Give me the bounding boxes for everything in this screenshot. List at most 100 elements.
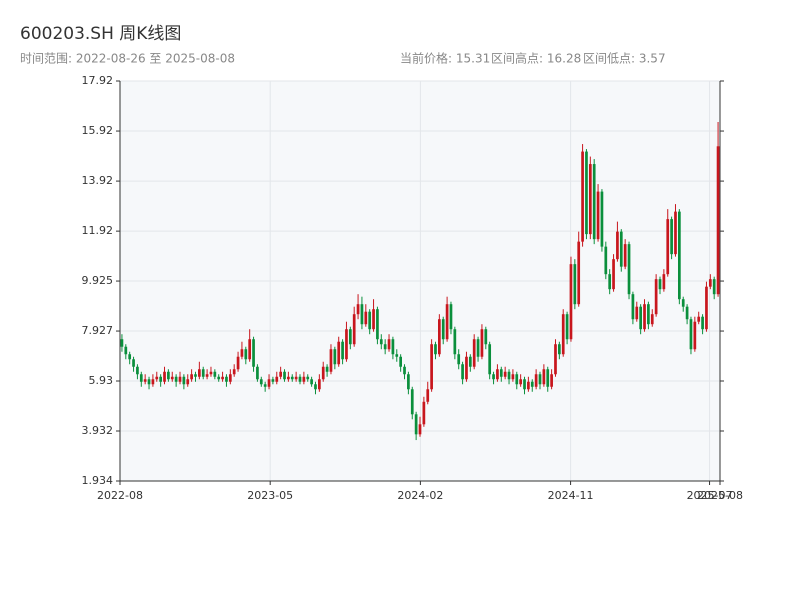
candle-body [194, 374, 197, 377]
candle-body [693, 321, 697, 350]
candle-body [337, 341, 341, 365]
candle-body [407, 374, 410, 390]
candle-body [139, 374, 143, 382]
candle-body [453, 329, 457, 355]
candle-body [283, 371, 286, 380]
candle-body [461, 364, 464, 380]
candle-body [290, 376, 294, 380]
candle-body [259, 379, 263, 385]
candle-body [511, 374, 515, 380]
candle-body [712, 279, 716, 295]
candle-body [678, 211, 681, 300]
candle-body [612, 259, 615, 290]
candle-body [434, 344, 437, 355]
candle-body [325, 366, 329, 372]
candle-body [190, 374, 193, 380]
candle-body [294, 376, 298, 380]
candle-body [348, 329, 352, 345]
candle-body [658, 279, 662, 290]
candle-body [596, 191, 600, 240]
candle-body [623, 244, 627, 267]
candle-body [271, 379, 275, 382]
candle-body [631, 294, 635, 320]
candle-body [558, 344, 561, 355]
candle-body [492, 374, 495, 380]
candle-body [418, 424, 422, 435]
candle-body [198, 369, 201, 377]
candle-body [248, 339, 252, 360]
candle-body [341, 341, 344, 360]
candle-body [600, 191, 604, 247]
candle-body [186, 379, 190, 385]
candle-body [445, 304, 449, 340]
y-tick-label: 5.93 [89, 374, 114, 387]
candle-body [670, 219, 673, 255]
candle-body [209, 371, 213, 375]
info-low: 区间低点: 3.57 [583, 52, 666, 66]
candle-body [465, 356, 468, 380]
candle-body [422, 401, 426, 425]
candle-body [228, 374, 232, 382]
candle-body [244, 349, 248, 360]
candle-body [654, 279, 658, 315]
candle-body [372, 309, 375, 330]
candle-body [573, 264, 577, 305]
candle-body [499, 369, 503, 377]
candle-body [708, 279, 712, 287]
candle-body [318, 379, 321, 390]
candle-body [561, 314, 565, 355]
y-tick-label: 1.934 [82, 474, 114, 487]
candle-body [170, 376, 174, 380]
candle-body [588, 164, 592, 235]
info-price: 当前价格: 15.31 [400, 51, 490, 66]
y-tick-label: 7.927 [82, 324, 114, 337]
candle-body [457, 354, 461, 365]
candle-body [701, 316, 704, 330]
candle-body [577, 241, 581, 305]
candle-body [554, 344, 557, 375]
candle-body [550, 374, 553, 387]
candle-body [430, 344, 433, 390]
candle-body [403, 366, 406, 375]
y-tick-label: 3.932 [82, 424, 114, 437]
candle-body [608, 274, 612, 290]
candle-body [480, 329, 484, 357]
candle-body [143, 379, 147, 382]
x-tick-label: 2022-08 [97, 489, 143, 502]
candle-body [321, 366, 325, 380]
candle-body [716, 146, 720, 295]
candle-body [627, 244, 631, 295]
candle-body [546, 369, 550, 387]
candle-body [298, 376, 302, 382]
candle-body [333, 349, 337, 365]
candle-body [163, 371, 166, 382]
candle-body [352, 314, 356, 345]
x-tick-label: 2024-11 [548, 489, 594, 502]
candle-body [515, 374, 519, 385]
candle-body [151, 379, 155, 385]
candle-body [666, 219, 670, 275]
candle-body [236, 356, 240, 370]
candle-body [616, 231, 619, 260]
candle-body [395, 354, 399, 357]
candle-body [182, 376, 186, 385]
candle-body [159, 376, 162, 382]
candle-body [643, 304, 646, 330]
candle-body [507, 371, 511, 380]
candle-body [484, 329, 488, 345]
candle-body [527, 381, 530, 390]
candle-body [468, 356, 472, 367]
candle-body [267, 379, 271, 387]
candle-body [279, 371, 282, 377]
candle-body [662, 274, 666, 290]
candle-body [488, 344, 492, 375]
candle-body [441, 319, 445, 340]
candle-body [534, 374, 538, 387]
x-tick-label: 2024-02 [397, 489, 443, 502]
candle-body [201, 369, 205, 377]
candle-body [345, 329, 348, 360]
candle-body [360, 304, 364, 325]
candle-body [275, 376, 279, 382]
y-tick-label: 11.92 [82, 224, 114, 237]
candle-body [221, 376, 224, 380]
